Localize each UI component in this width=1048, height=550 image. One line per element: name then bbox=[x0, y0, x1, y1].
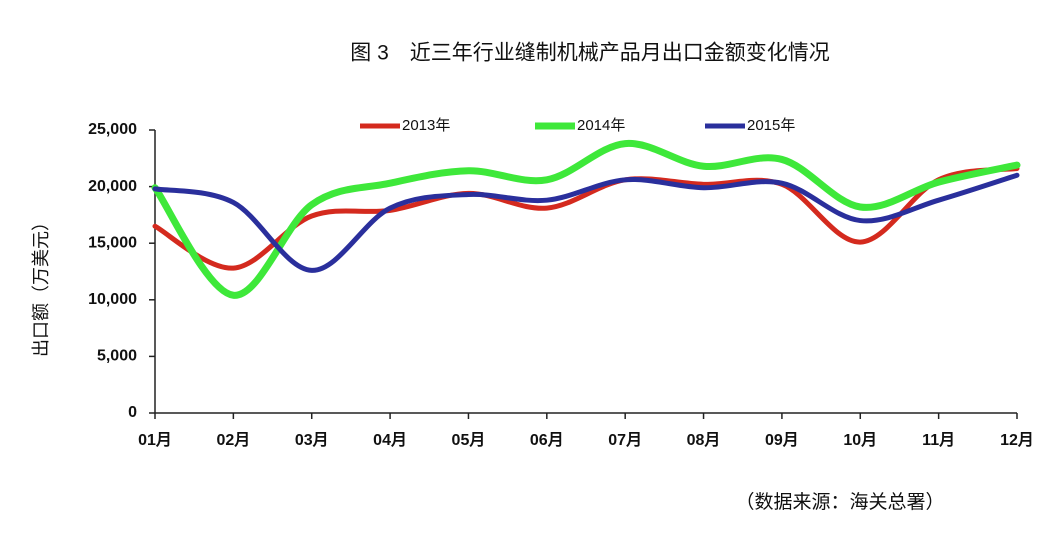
x-tick-label: 07月 bbox=[608, 431, 642, 449]
data-line bbox=[151, 140, 1021, 299]
x-tick-label: 04月 bbox=[373, 431, 407, 449]
x-tick-label: 12月 bbox=[1000, 431, 1034, 449]
y-tick-label: 15,000 bbox=[88, 234, 137, 251]
data-line bbox=[152, 165, 1020, 271]
x-tick-label: 09月 bbox=[765, 431, 799, 449]
x-tick-label: 03月 bbox=[295, 431, 329, 449]
x-tick-label: 06月 bbox=[530, 431, 564, 449]
x-tick-label: 01月 bbox=[138, 431, 172, 449]
y-tick-label: 0 bbox=[128, 404, 137, 421]
legend-label: 2013年 bbox=[402, 117, 450, 134]
x-tick-label: 02月 bbox=[216, 431, 250, 449]
y-tick-label: 25,000 bbox=[88, 121, 137, 138]
source-note: （数据来源：海关总署） bbox=[735, 491, 944, 513]
data-line bbox=[152, 172, 1020, 273]
x-tick-label: 05月 bbox=[452, 431, 486, 449]
y-tick-label: 5,000 bbox=[97, 348, 137, 365]
x-tick-label: 10月 bbox=[843, 431, 877, 449]
y-tick-label: 10,000 bbox=[88, 291, 137, 308]
y-axis-label: 出口额（万美元） bbox=[31, 213, 51, 357]
x-tick-label: 11月 bbox=[922, 431, 955, 449]
legend-label: 2015年 bbox=[747, 117, 795, 134]
chart-title: 图 3 近三年行业缝制机械产品月出口金额变化情况 bbox=[350, 42, 830, 65]
x-tick-label: 08月 bbox=[687, 431, 721, 449]
y-tick-label: 20,000 bbox=[88, 178, 137, 195]
legend-label: 2014年 bbox=[577, 117, 625, 134]
